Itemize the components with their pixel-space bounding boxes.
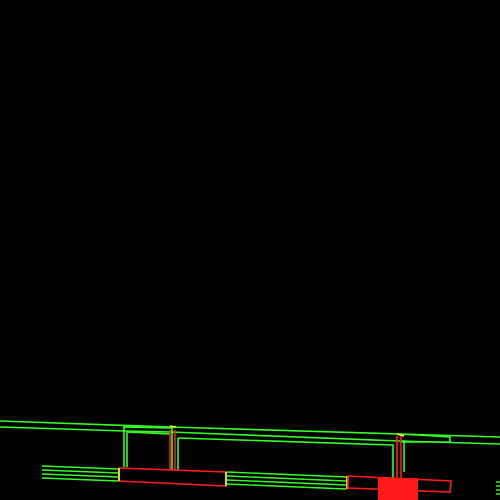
frame-outline [177, 437, 394, 478]
frame-outline [123, 426, 173, 470]
left-frame [123, 425, 179, 470]
hatch-line [226, 483, 347, 490]
hatch-line [226, 471, 347, 478]
hatch-line [41, 473, 119, 478]
hatch-line [41, 465, 119, 470]
frame-outline [399, 433, 451, 443]
hatch-line [226, 479, 347, 486]
lower-left-hatch [41, 465, 119, 482]
hatch-line [226, 475, 347, 482]
rail-line [0, 420, 500, 438]
hatch-line [41, 477, 119, 482]
frame-outline [126, 431, 171, 467]
joint-marker [396, 433, 405, 437]
joint-marker [169, 425, 177, 428]
right-edge-hatch [496, 481, 500, 495]
middle-hatch [226, 471, 347, 490]
right-frame [177, 433, 451, 478]
hatch-line [41, 469, 119, 474]
red-block [378, 478, 418, 500]
